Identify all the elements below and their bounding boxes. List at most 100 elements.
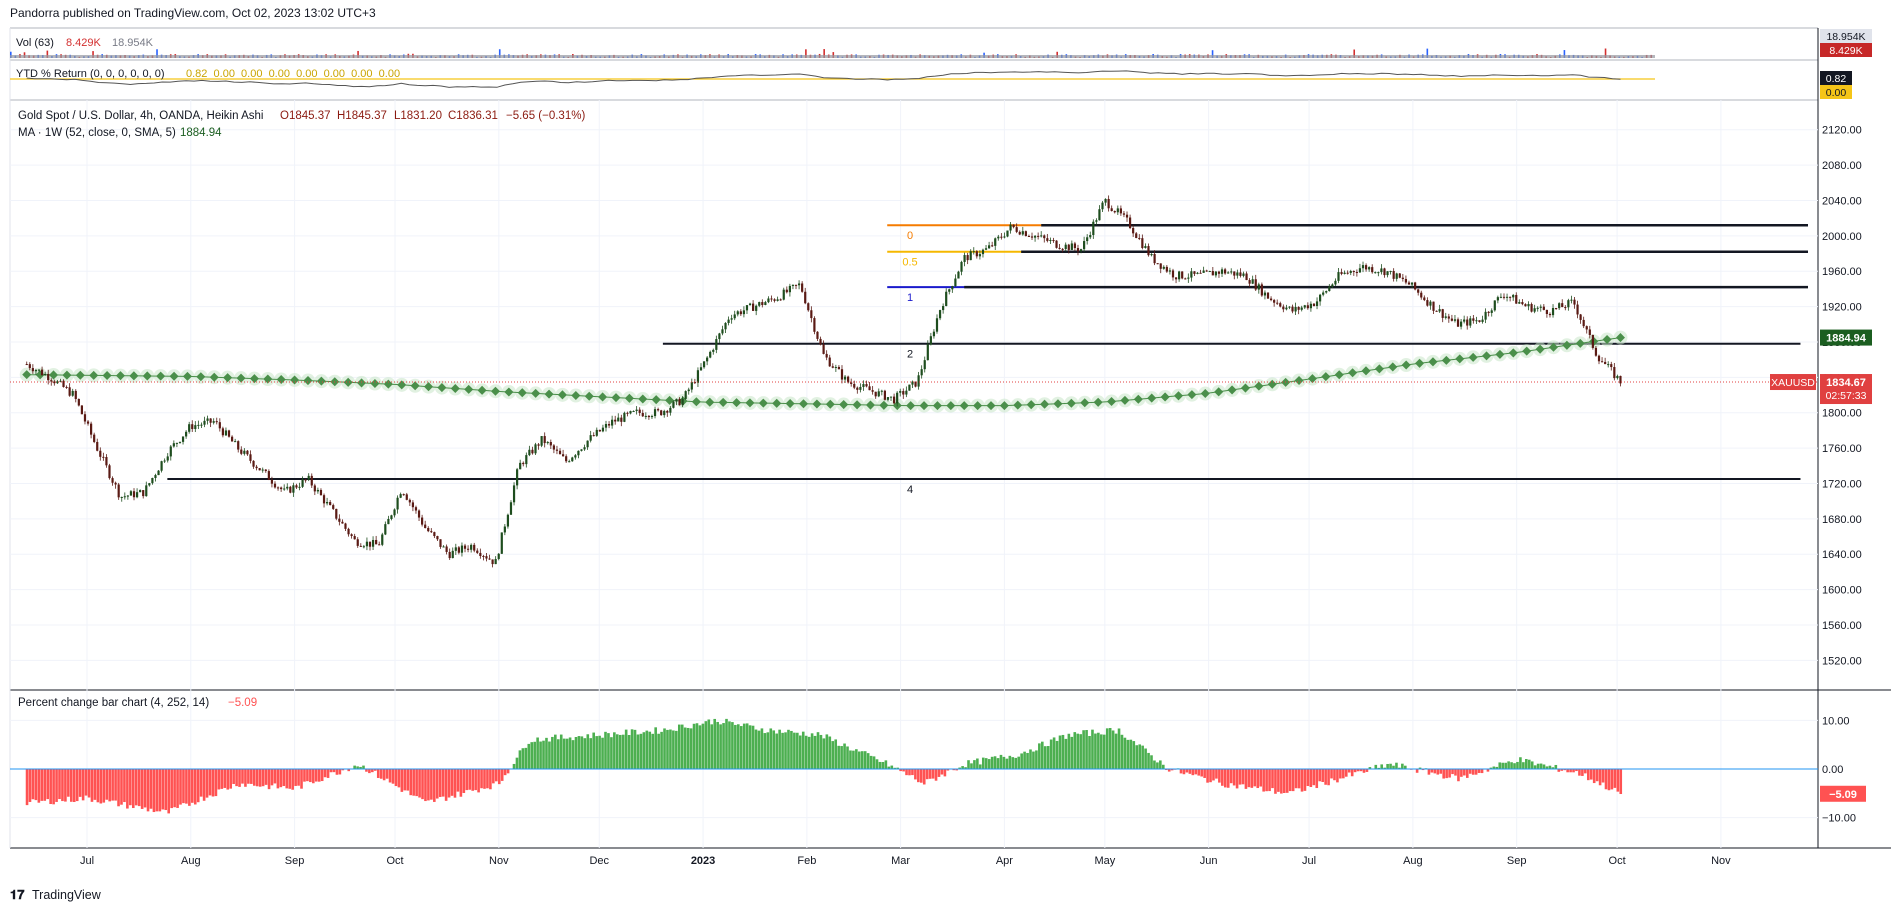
candle-body [543, 436, 546, 444]
candle-body [1144, 246, 1147, 248]
oscillator-bar [1525, 758, 1528, 769]
oscillator-bar [527, 743, 531, 769]
price-axis[interactable]: 1520.00 1560.00 1600.00 1640.00 1680.00 1720.… [1822, 125, 1862, 668]
oscillator-bar [314, 769, 318, 782]
oscillator-bar [1038, 743, 1041, 769]
candle-body [819, 338, 822, 345]
oscillator-bar [1212, 769, 1215, 781]
oscillator-bar [772, 730, 776, 769]
price-tick-label: 2080.00 [1822, 160, 1862, 172]
oscillator-bar [533, 741, 536, 769]
oscillator-bar [158, 769, 162, 812]
oscillator-bar [1280, 769, 1283, 794]
candle-body [191, 424, 194, 430]
oscillator-bar [784, 732, 787, 769]
candle-body [319, 489, 323, 496]
horizontal-levels[interactable]: 0 0.5 1 2 4 [167, 223, 1808, 496]
candle-body [684, 391, 687, 399]
oscillator-bar [247, 769, 250, 784]
candle-body [1092, 221, 1095, 236]
oscillator-bar [326, 769, 330, 778]
oscillator-bar [264, 769, 268, 785]
oscillator-bar [427, 769, 430, 801]
oscillator-bar [196, 769, 200, 803]
candle-body [1211, 271, 1214, 276]
price-tick-label: 1560.00 [1822, 620, 1862, 632]
candle-body [669, 407, 672, 413]
candle-body [626, 412, 629, 414]
candle-body [1239, 272, 1242, 276]
candle-body [488, 558, 491, 560]
candle-body [365, 541, 369, 547]
candle-body [522, 462, 525, 465]
oscillator-bar [415, 769, 418, 797]
candle-body [430, 531, 433, 533]
candle-body [761, 302, 764, 306]
oscillator-bar [1023, 751, 1026, 769]
candle-body [1567, 300, 1570, 308]
candle-body [1340, 272, 1343, 274]
oscillator-bar [406, 769, 410, 791]
oscillator-legend-label[interactable]: Percent change bar chart (4, 252, 14) [18, 697, 209, 709]
oscillator-bar [931, 769, 935, 779]
oscillator-bar [881, 762, 885, 769]
oscillator-bar [589, 738, 593, 769]
candle-body [157, 470, 160, 476]
oscillator-bar [893, 767, 897, 769]
oscillator-bar [500, 769, 504, 781]
candle-body [840, 369, 844, 380]
time-axis[interactable]: Jul Aug Sep Oct Nov Dec 2023 Feb Mar Apr May Jun Jul… [80, 855, 1731, 867]
oscillator-bar [409, 769, 413, 796]
time-tick-label: Aug [181, 855, 201, 867]
oscillator-bar [1226, 769, 1230, 788]
oscillator-bar [760, 728, 764, 769]
candle-body [1006, 230, 1009, 237]
oscillator-bar [675, 730, 678, 769]
candle-body [672, 401, 675, 408]
oscillator-axis[interactable]: 10.00 0.00 −10.00 [1822, 715, 1856, 824]
candle-body [905, 390, 908, 395]
candle-body [1466, 319, 1469, 326]
oscillator-bar [1604, 769, 1608, 790]
candle-body [1604, 361, 1607, 365]
oscillator-bar [568, 737, 572, 769]
oscillator-bar [1504, 762, 1507, 769]
oscillator-bar [1595, 769, 1599, 782]
candle-body [908, 384, 911, 391]
oscillator-bar [1147, 752, 1150, 769]
time-tick-label: Dec [589, 855, 609, 867]
candle-body [825, 353, 828, 358]
oscillator-bar [421, 769, 424, 800]
oscillator-bar [433, 769, 436, 802]
oscillator-legend-value: −5.09 [228, 697, 257, 709]
oscillator-bar [55, 769, 58, 802]
osc-tick-label: −10.00 [1822, 813, 1856, 825]
oscillator-bar [884, 760, 888, 769]
candle-body [656, 409, 660, 411]
candle-body [1355, 272, 1358, 274]
candle-body [804, 291, 807, 304]
candle-body [1037, 235, 1040, 237]
oscillator-bar [129, 769, 132, 806]
oscillator-bar [1510, 762, 1513, 769]
oscillator-bar [244, 769, 247, 787]
candle-body [675, 398, 678, 402]
oscillator-bar [616, 734, 619, 769]
candle-body [1453, 319, 1457, 321]
ytd-legend-label: YTD % Return (0, 0, 0, 0, 0, 0) [16, 68, 165, 80]
candle-body [764, 302, 767, 306]
oscillator-bar [72, 769, 76, 803]
candle-body [1527, 304, 1530, 307]
ma-legend-label[interactable]: MA · 1W (52, close, 0, SMA, 5) [18, 127, 176, 139]
oscillator-bar [1188, 769, 1192, 774]
price-tick-label: 1800.00 [1822, 408, 1862, 420]
volume-legend-value-2: 18.954K [112, 37, 154, 49]
symbol-title[interactable]: Gold Spot / U.S. Dollar, 4h, OANDA, Heik… [18, 110, 263, 122]
oscillator-bar [996, 758, 1000, 769]
oscillator-bar [825, 734, 829, 769]
oscillator-bar [964, 767, 967, 769]
bar-countdown: 02:57:33 [1826, 390, 1867, 402]
candle-body [1334, 280, 1337, 285]
oscillator-bar [483, 769, 486, 789]
candle-body [638, 409, 641, 413]
